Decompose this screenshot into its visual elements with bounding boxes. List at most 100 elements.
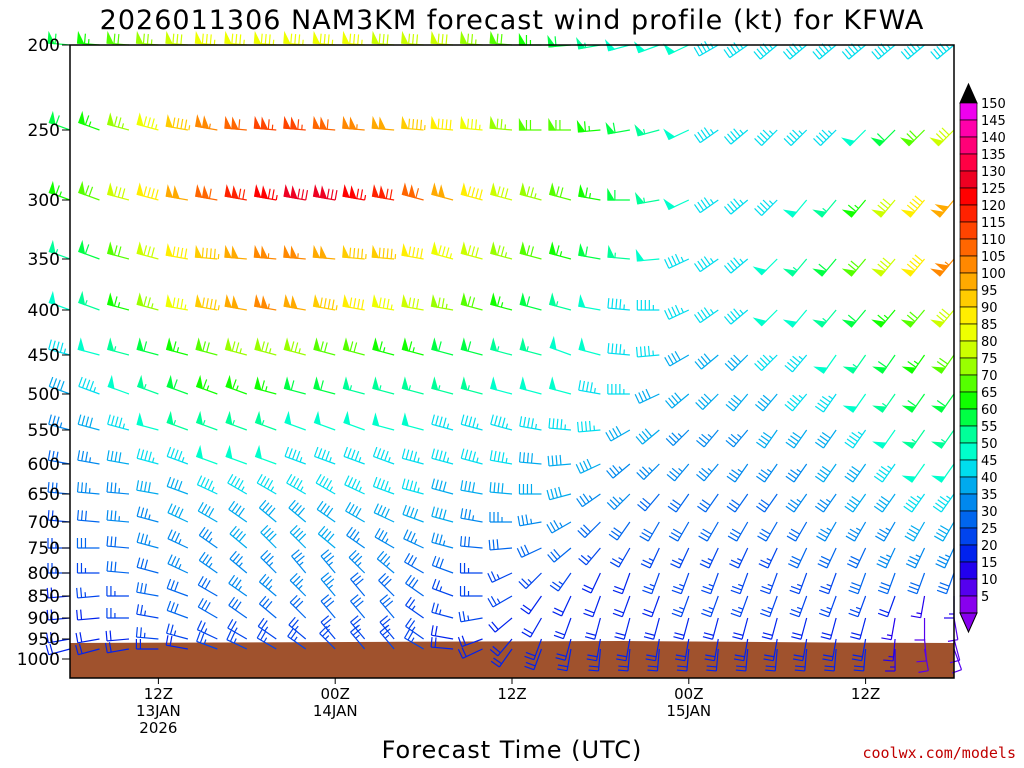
- barb-tick: [320, 594, 330, 602]
- wind-barb: [617, 648, 631, 672]
- barb-shaft: [828, 572, 837, 594]
- barb-shaft: [498, 648, 513, 668]
- barb-flag: [165, 184, 174, 198]
- wind-barb: [194, 244, 220, 260]
- wind-barb: [225, 444, 248, 465]
- wind-barb: [642, 572, 660, 595]
- barb-shaft: [711, 617, 719, 640]
- wind-barb: [584, 617, 601, 640]
- barb-half-tick: [767, 606, 773, 610]
- barb-shaft: [892, 638, 896, 661]
- barb-tick: [580, 421, 584, 432]
- barb-tick: [468, 509, 472, 520]
- barb-flag: [842, 366, 858, 374]
- barb-tick: [467, 341, 472, 352]
- barb-tick: [351, 478, 357, 489]
- wind-barb: [289, 572, 307, 597]
- barb-flag: [136, 337, 144, 352]
- barb-tick: [615, 298, 618, 309]
- barb-shaft: [737, 547, 749, 569]
- wind-barb: [258, 595, 277, 619]
- wind-barb: [517, 514, 542, 527]
- barb-tick: [578, 557, 587, 566]
- barb-tick: [789, 397, 799, 406]
- barb-half-tick: [264, 626, 269, 632]
- barb-tick: [296, 555, 305, 563]
- wind-barb: [794, 648, 808, 672]
- wind-barb: [401, 294, 424, 311]
- wind-barb: [405, 596, 424, 619]
- barb-tick: [176, 298, 180, 309]
- barb-tick: [762, 199, 771, 208]
- barb-tick: [609, 499, 618, 508]
- barb-shaft: [674, 463, 690, 482]
- barb-tick: [142, 33, 145, 44]
- barb-tick: [172, 341, 177, 352]
- barb-tick: [703, 307, 711, 317]
- wind-barb: [694, 307, 719, 324]
- barb-half-tick: [355, 634, 360, 639]
- barb-tick: [147, 246, 151, 257]
- colorbar-swatch: [959, 238, 978, 257]
- barb-tick: [818, 132, 827, 141]
- barb-tick: [471, 297, 476, 308]
- barb-tick: [819, 469, 829, 476]
- barb-tick: [849, 608, 860, 614]
- wind-barb: [520, 595, 542, 615]
- barb-tick: [435, 479, 439, 490]
- barb-tick: [110, 561, 113, 572]
- barb-tick: [636, 472, 645, 480]
- barb-tick: [851, 465, 861, 473]
- barb-flag: [931, 405, 946, 413]
- barb-tick: [457, 648, 464, 659]
- barb-flag: [77, 337, 85, 352]
- credit-text[interactable]: coolwx.com/models: [862, 744, 1016, 762]
- barb-flag: [319, 116, 328, 130]
- barb-tick: [947, 639, 958, 642]
- barb-shaft: [320, 555, 336, 574]
- barb-tick: [265, 342, 269, 353]
- barb-tick: [136, 506, 141, 517]
- barb-shaft: [883, 521, 896, 542]
- barb-tick: [670, 563, 680, 569]
- barb-shaft: [793, 493, 808, 513]
- barb-flag: [871, 319, 886, 328]
- barb-half-tick: [915, 554, 921, 558]
- wind-barb: [487, 571, 513, 583]
- barb-tick: [723, 316, 732, 325]
- barb-shaft: [77, 491, 100, 495]
- barb-tick: [390, 248, 393, 259]
- barb-tick: [170, 602, 175, 613]
- barb-tick: [166, 600, 172, 611]
- barb-tick: [496, 245, 501, 256]
- barb-half-tick: [439, 586, 443, 592]
- barb-half-tick: [796, 606, 803, 610]
- barb-tick: [288, 448, 293, 459]
- barb-tick: [647, 665, 658, 668]
- barb-tick: [667, 257, 674, 267]
- barb-tick: [816, 535, 826, 542]
- wind-barb: [885, 649, 896, 672]
- barb-tick: [431, 448, 435, 459]
- barb-tick: [849, 469, 858, 476]
- barb-tick: [873, 505, 883, 513]
- barb-tick: [89, 380, 95, 391]
- barb-tick: [520, 607, 530, 615]
- barb-flag: [663, 43, 676, 56]
- barb-flag: [578, 184, 586, 198]
- barb-tick: [910, 495, 920, 503]
- barb-tick: [763, 658, 774, 662]
- wind-barb: [665, 392, 690, 409]
- barb-tick: [171, 556, 177, 566]
- barb-tick: [496, 33, 499, 44]
- barb-shaft: [350, 578, 366, 597]
- barb-tick: [77, 414, 82, 425]
- barb-shaft: [916, 572, 926, 594]
- barb-tick: [938, 311, 948, 319]
- barb-shaft: [789, 44, 808, 60]
- barb-shaft: [519, 425, 542, 431]
- barb-flag: [460, 182, 468, 197]
- barb-tick: [382, 298, 386, 309]
- barb-tick: [180, 34, 183, 45]
- barb-tick: [353, 34, 356, 45]
